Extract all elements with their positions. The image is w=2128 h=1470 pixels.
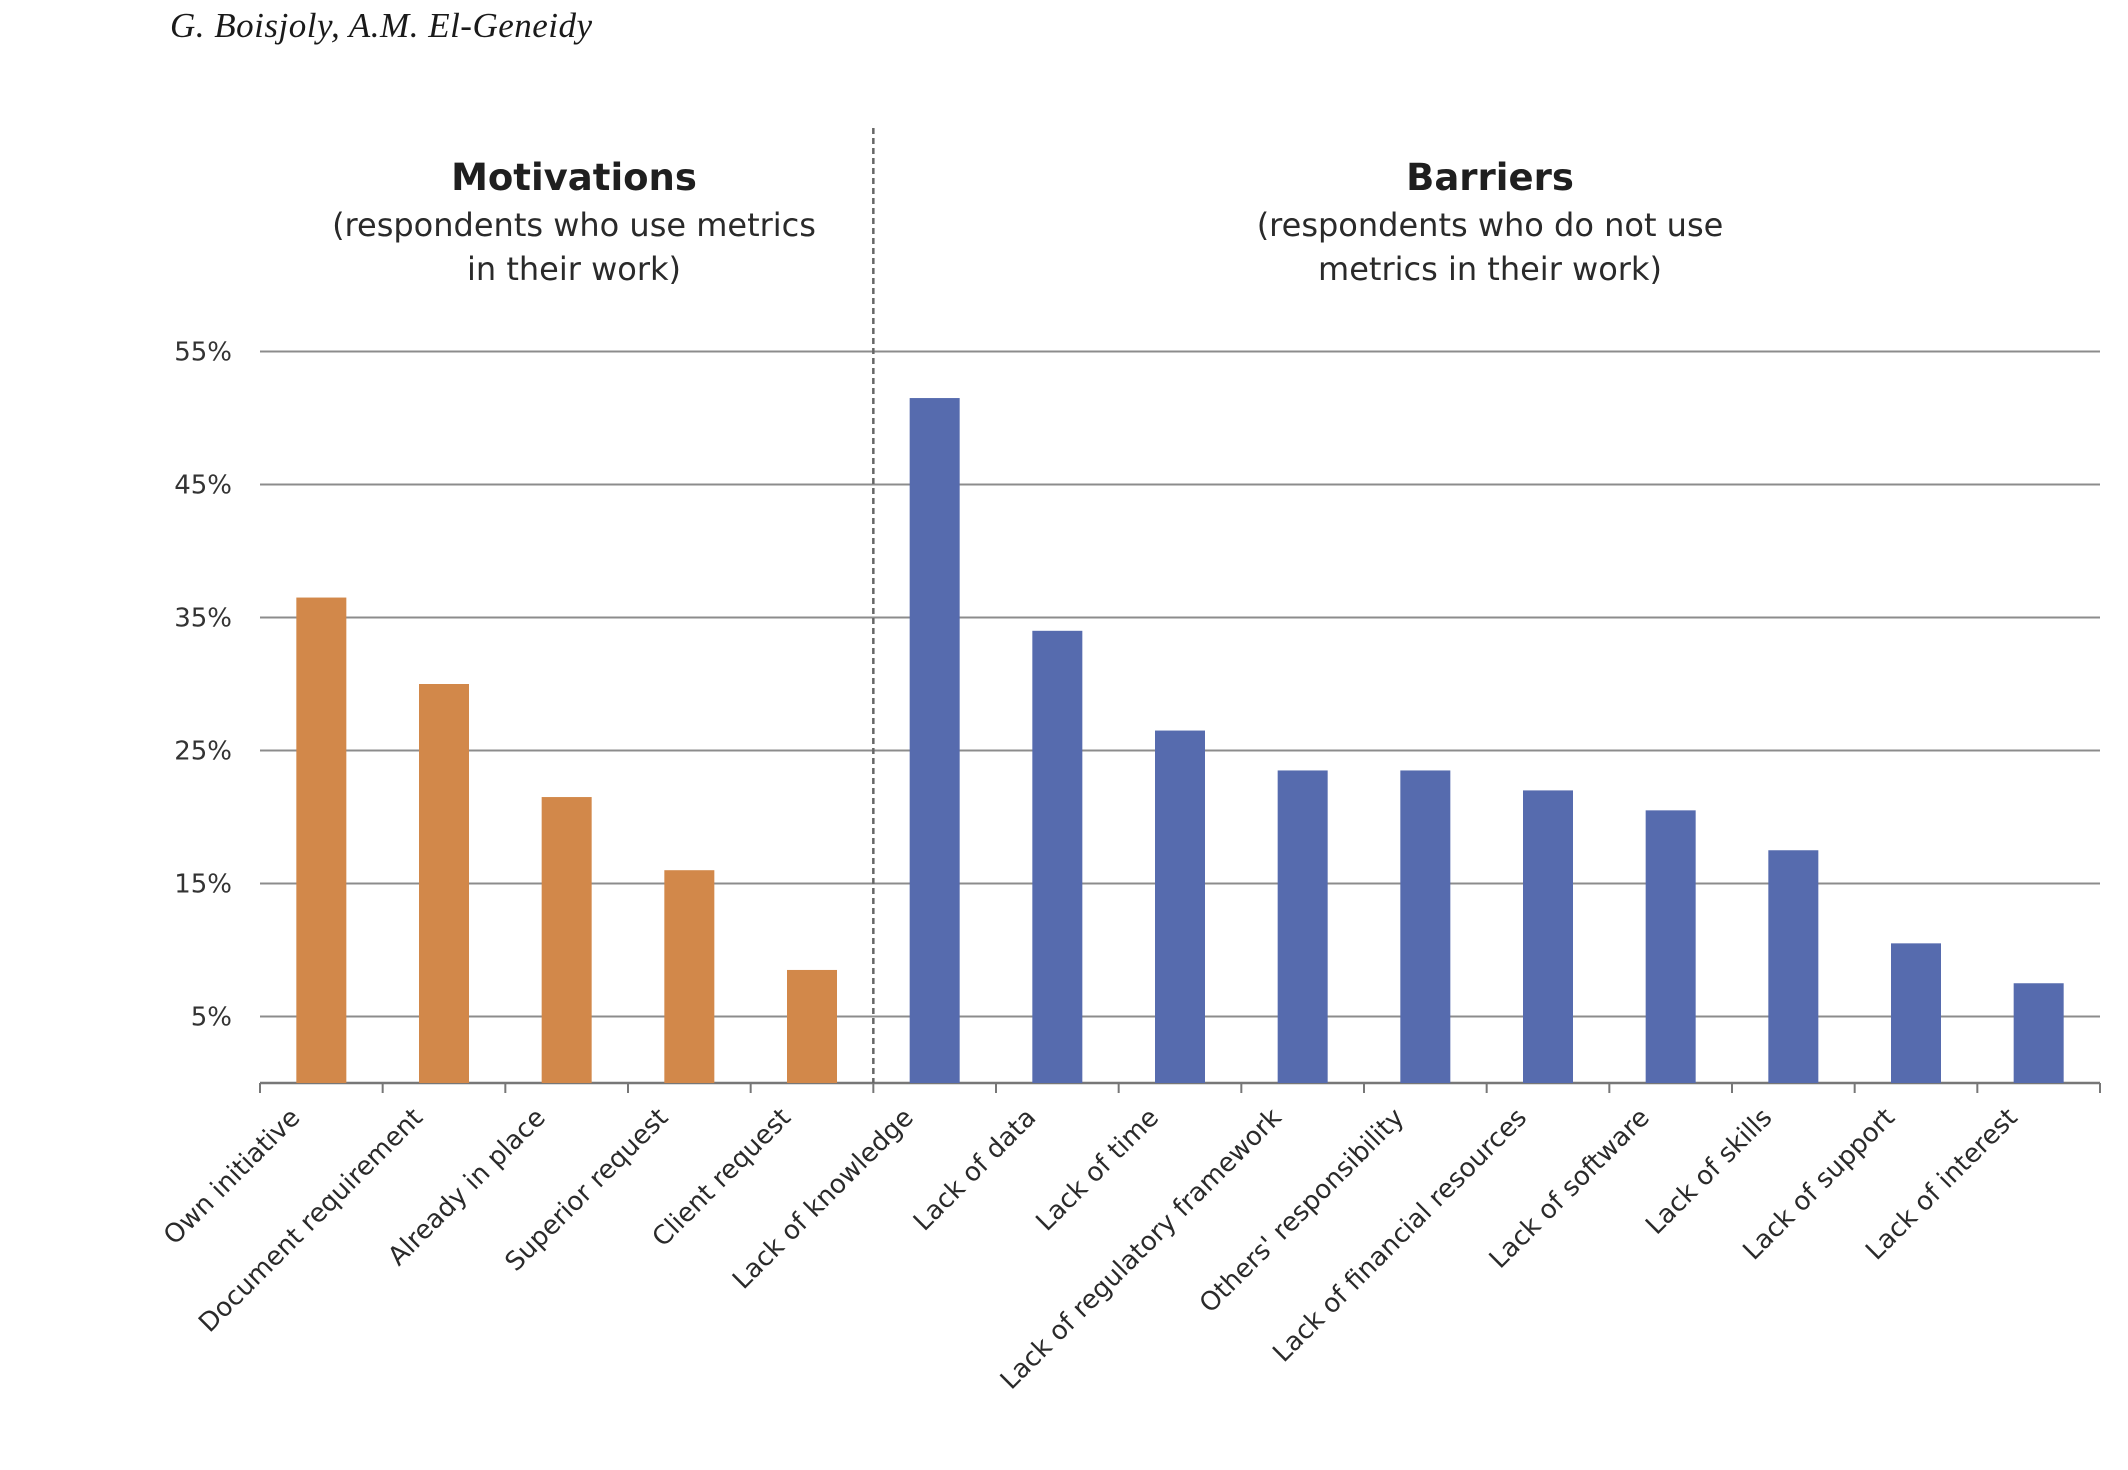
bar-document-requirement	[419, 684, 469, 1083]
y-tick-label: 15%	[174, 870, 232, 900]
bar-lack-of-data	[1032, 630, 1083, 1083]
bar-already-in-place	[541, 797, 592, 1083]
x-tick-label: Others' responsibility	[1194, 1103, 1410, 1319]
bar-lack-of-software	[1645, 810, 1696, 1083]
group-subheading: (respondents who do not use	[1257, 206, 1724, 244]
y-tick-label: 45%	[174, 471, 232, 501]
bar-lack-of-financial-resources	[1523, 790, 1573, 1083]
group-subheading: (respondents who use metrics	[332, 206, 816, 244]
y-tick-label: 35%	[174, 604, 232, 634]
x-tick-label: Document requirement	[193, 1103, 429, 1339]
bar-lack-of-knowledge	[909, 398, 960, 1083]
x-tick-label: Lack of financial resources	[1267, 1103, 1533, 1369]
y-tick-label: 25%	[174, 737, 232, 767]
y-tick-label: 55%	[174, 338, 232, 368]
bar-superior-request	[664, 870, 715, 1083]
bar-lack-of-regulatory-framework	[1277, 770, 1328, 1083]
x-tick-label: Lack of time	[1031, 1103, 1165, 1237]
x-tick-label: Lack of data	[908, 1103, 1042, 1237]
bar-lack-of-time	[1155, 730, 1205, 1083]
bar-own-initiative	[296, 597, 347, 1083]
bar-client-request	[787, 969, 837, 1083]
bar-lack-of-interest	[2013, 983, 2064, 1083]
group-subheading: metrics in their work)	[1318, 250, 1662, 288]
group-heading-barriers: Barriers	[1406, 156, 1574, 199]
bar-lack-of-support	[1891, 943, 1941, 1083]
group-subheading: in their work)	[467, 250, 681, 288]
bar-lack-of-skills	[1768, 850, 1819, 1083]
page-header-authors: G. Boisjoly, A.M. El-Geneidy	[170, 6, 593, 45]
group-heading-motivations: Motivations	[451, 156, 697, 199]
bar-others-responsibility	[1400, 770, 1451, 1083]
y-tick-label: 5%	[191, 1003, 232, 1033]
x-tick-label: Lack of skills	[1640, 1103, 1778, 1241]
